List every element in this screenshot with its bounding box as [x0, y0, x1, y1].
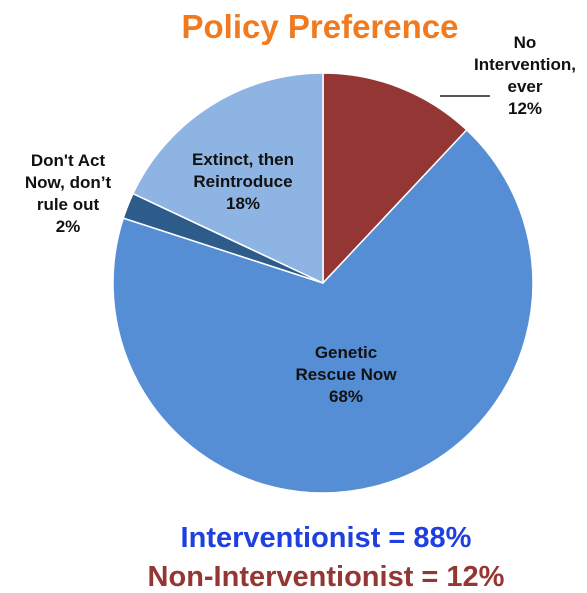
non-interventionist-summary: Non-Interventionist = 12%: [148, 561, 505, 593]
slice-label-1: Genetic Rescue Now 68%: [295, 343, 397, 406]
pie-slice-3: [131, 72, 324, 285]
interventionist-summary: Interventionist = 88%: [181, 522, 472, 554]
slice-label-0: No Intervention, ever 12%: [474, 33, 576, 118]
slice-label-2: Don't Act Now, don’t rule out 2%: [25, 151, 112, 236]
slice-labels: No Intervention, ever 12% Genetic Rescue Now 6…: [25, 33, 576, 406]
chart-title: Policy Preference: [182, 8, 459, 45]
slice-label-3: Extinct, then Reintroduce 18%: [192, 150, 294, 213]
pie-slices: [112, 72, 534, 494]
pie-slice-0: [322, 72, 468, 285]
pie-slice-1: [112, 128, 534, 494]
